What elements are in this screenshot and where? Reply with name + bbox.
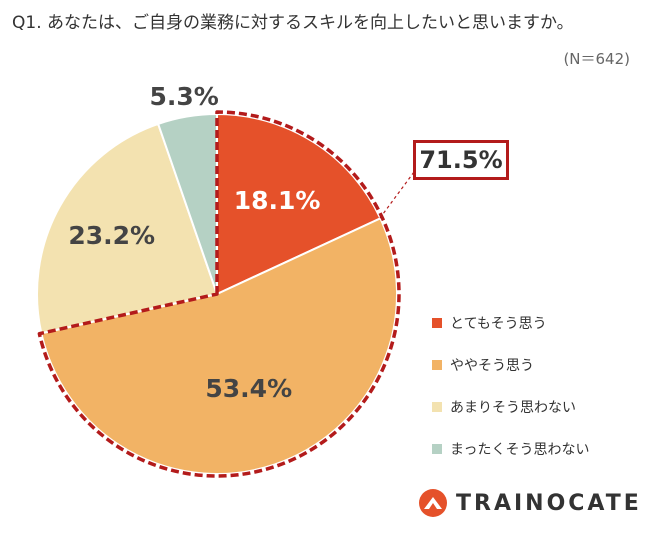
brand-name: TRAINOCATE [456,490,642,516]
slice-label-1: 18.1% [234,186,321,215]
legend-swatch [432,402,442,412]
legend-item-3: あまりそう思わない [432,396,589,418]
chart-question: Q1. あなたは、ご自身の業務に対するスキルを向上したいと思いますか。 [12,13,574,33]
legend-item-1: とてもそう思う [432,312,589,334]
legend-swatch [432,444,442,454]
legend: とてもそう思う ややそう思うあまりそう思わない まったくそう思わない [432,312,589,480]
slice-label-4: 5.3% [150,82,219,111]
pie-slice-2 [40,217,398,475]
legend-label: あまりそう思わない [450,400,576,416]
highlight-outline [37,110,401,478]
legend-item-2: ややそう思う [432,354,589,376]
trainocate-logo-icon [419,489,447,517]
pie-slice-3 [36,122,219,335]
legend-label: まったくそう思わない [450,442,590,458]
slice-label-3: 23.2% [68,221,155,250]
legend-swatch [432,318,442,328]
legend-item-4: まったくそう思わない [432,438,589,460]
legend-label: ややそう思う [450,358,534,374]
legend-label: とてもそう思う [450,316,547,332]
highlight-callout: 71.5% [413,140,509,180]
slice-label-2: 53.4% [205,374,292,403]
callout-leader-line [379,171,415,219]
sample-size: (N＝642) [563,50,630,68]
pie-slice-1 [216,112,382,296]
pie-slice-4 [156,112,218,295]
legend-swatch [432,360,442,370]
brand-logo: TRAINOCATE [418,488,642,518]
